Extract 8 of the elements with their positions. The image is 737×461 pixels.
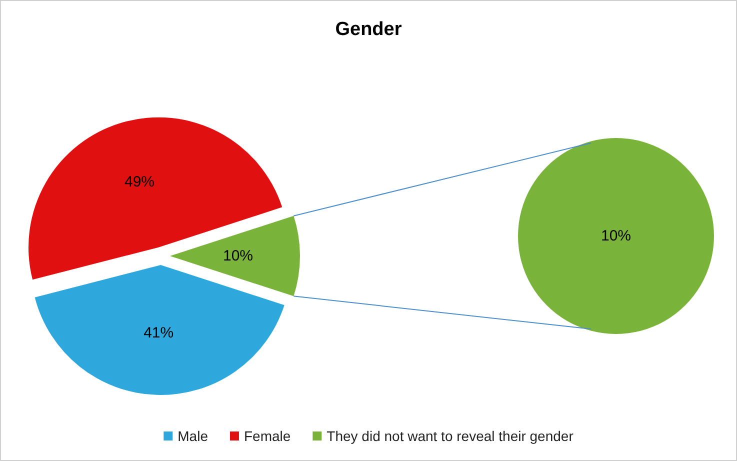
- data-label: 10%: [222, 248, 254, 264]
- legend-label: They did not want to reveal their gender: [326, 428, 574, 444]
- data-label: 49%: [124, 174, 155, 191]
- data-label: 41%: [144, 324, 174, 342]
- text: 10%: [600, 228, 632, 244]
- legend-label: Female: [244, 428, 291, 444]
- chart-title: Gender: [335, 19, 402, 40]
- legend-label: Male: [178, 428, 208, 444]
